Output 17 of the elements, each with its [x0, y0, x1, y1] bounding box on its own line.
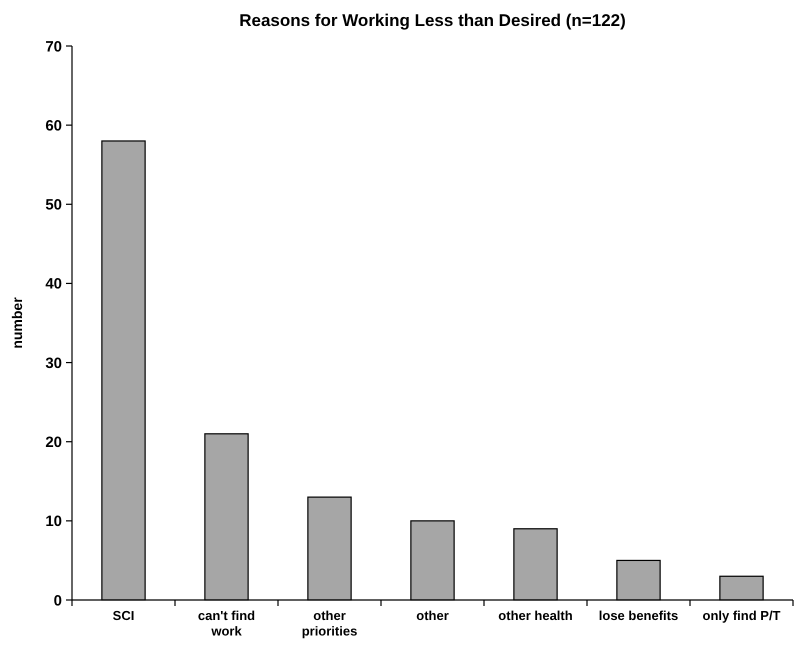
y-tick-label: 10: [45, 513, 62, 530]
x-tick-label: other: [416, 608, 449, 623]
x-tick-label: other health: [498, 608, 573, 623]
y-axis-title: number: [9, 296, 25, 349]
x-tick-label: other priorities: [302, 608, 358, 639]
y-tick-label: 20: [45, 434, 62, 451]
x-tick-label: only find P/T: [702, 608, 781, 623]
chart-title: Reasons for Working Less than Desired (n=122): [239, 11, 626, 30]
x-tick-label: SCI: [112, 608, 134, 623]
x-tick-label: lose benefits: [598, 608, 678, 623]
y-tick-label: 40: [45, 276, 62, 293]
y-tick-label: 60: [45, 117, 62, 134]
x-tick-label: can't find work: [198, 608, 256, 639]
y-tick-label: 50: [45, 196, 62, 214]
y-tick-label: 30: [45, 354, 62, 372]
y-tick-label: 70: [45, 38, 62, 56]
y-tick-label: 0: [54, 592, 62, 610]
